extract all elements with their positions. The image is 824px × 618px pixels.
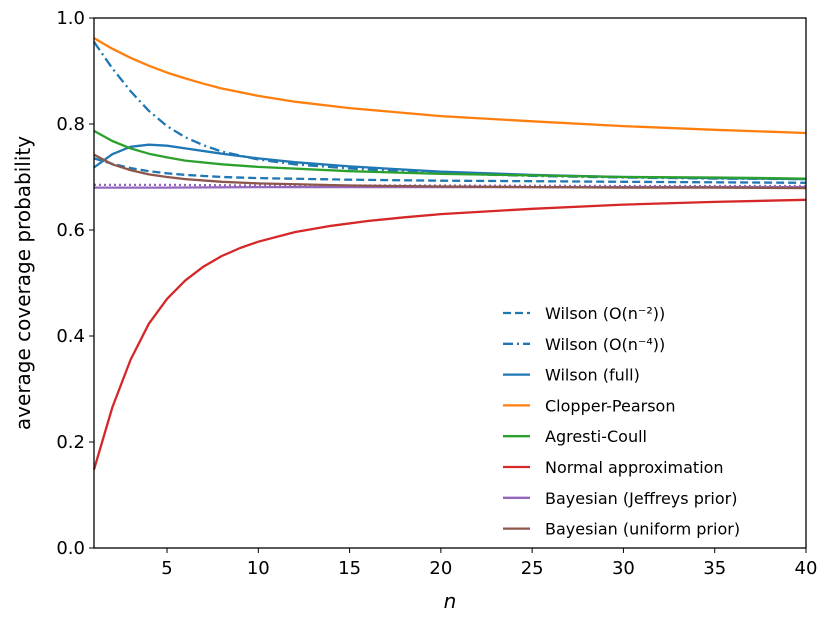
x-tick-label-1: 10 bbox=[247, 558, 270, 579]
legend-label-1: Wilson (O(n⁻⁴)) bbox=[545, 335, 665, 354]
x-tick-label-2: 15 bbox=[338, 558, 361, 579]
series-line-4 bbox=[93, 129, 807, 180]
series-line-3 bbox=[93, 37, 807, 135]
legend-label-2: Wilson (full) bbox=[545, 366, 640, 385]
x-tick-label-6: 35 bbox=[703, 558, 726, 579]
legend-label-0: Wilson (O(n⁻²)) bbox=[545, 304, 665, 323]
series-line-0 bbox=[93, 157, 807, 184]
x-tick-label-3: 20 bbox=[429, 558, 452, 579]
x-axis: 5 10 15 20 25 30 35 40 bbox=[161, 548, 817, 579]
x-tick-label-5: 30 bbox=[612, 558, 635, 579]
legend: Wilson (O(n⁻²)) Wilson (O(n⁻⁴)) Wilson (fu… bbox=[503, 304, 740, 539]
legend-label-3: Clopper-Pearson bbox=[545, 396, 675, 415]
x-tick-label-0: 5 bbox=[161, 558, 172, 579]
series-line-1 bbox=[93, 41, 807, 181]
x-axis-label: n bbox=[444, 589, 457, 613]
series-line-5 bbox=[92, 198, 807, 470]
y-tick-label-3: 0.6 bbox=[56, 220, 85, 241]
y-axis-label: average coverage probability bbox=[11, 136, 35, 430]
x-tick-label-7: 40 bbox=[795, 558, 818, 579]
y-tick-label-5: 1.0 bbox=[56, 8, 85, 29]
y-tick-label-2: 0.4 bbox=[56, 326, 85, 347]
plot-frame bbox=[93, 17, 807, 549]
x-tick-label-4: 25 bbox=[521, 558, 544, 579]
legend-label-5: Normal approximation bbox=[545, 458, 724, 477]
series-line-8 bbox=[93, 153, 807, 190]
y-axis: 0.0 0.2 0.4 0.6 0.8 1.0 bbox=[56, 8, 94, 559]
legend-label-4: Agresti-Coull bbox=[545, 427, 647, 446]
y-tick-label-4: 0.8 bbox=[56, 114, 85, 135]
y-tick-label-1: 0.2 bbox=[56, 432, 85, 453]
y-tick-label-0: 0.0 bbox=[56, 538, 85, 559]
legend-label-7: Bayesian (uniform prior) bbox=[545, 520, 740, 539]
legend-label-6: Bayesian (Jeffreys prior) bbox=[545, 489, 737, 508]
plot-lines bbox=[92, 37, 807, 470]
